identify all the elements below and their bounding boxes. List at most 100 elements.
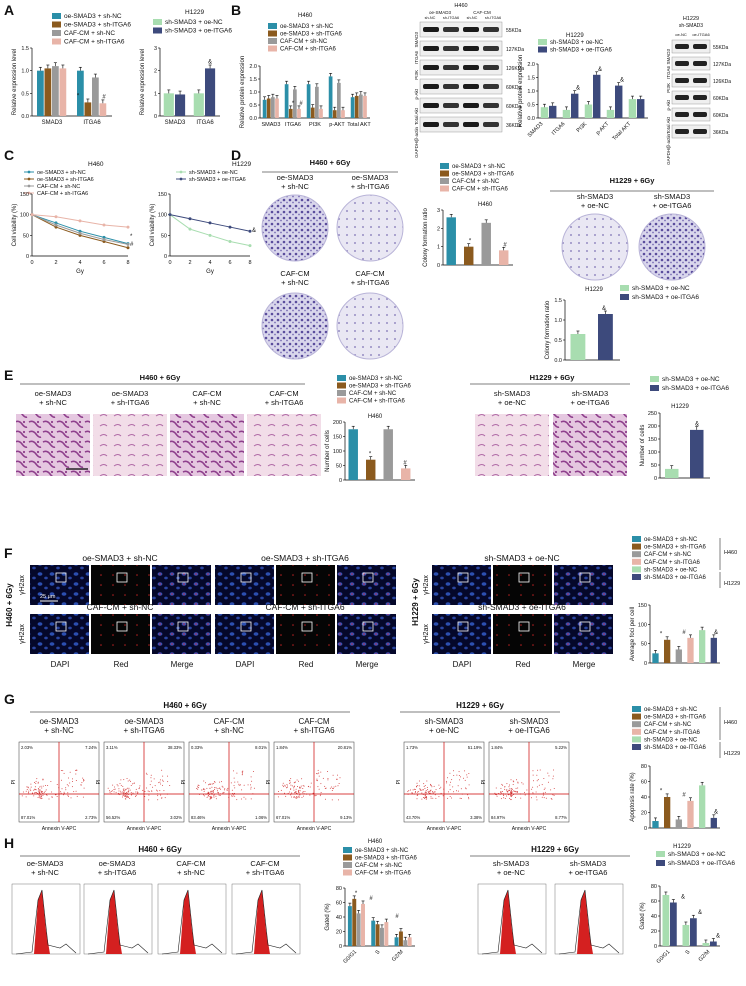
legend-swatch <box>337 390 346 396</box>
flow-event <box>504 788 506 790</box>
bar <box>593 74 601 118</box>
flow-event <box>203 788 205 790</box>
quadrant-value: 56.52% <box>106 815 120 820</box>
legend-swatch <box>632 558 641 565</box>
flow-event <box>316 773 318 775</box>
if-title: sh-SMAD3 + oe-NC <box>484 553 559 563</box>
bar <box>266 98 271 118</box>
quadrant-value: 3.11% <box>106 745 118 750</box>
legend-swatch <box>632 744 641 750</box>
flow-event <box>241 771 243 773</box>
flow-event <box>427 789 429 791</box>
migration-label: + oe-ITGA6 <box>571 398 610 407</box>
flow-event <box>332 787 334 789</box>
flow-event <box>236 772 238 774</box>
legend-label: CAF-CM + sh-NC <box>452 179 500 185</box>
migration-image <box>553 414 627 476</box>
y-tick-label: 1 <box>154 91 157 97</box>
flow-event <box>129 780 131 782</box>
y-axis-label: Colony formation ratio <box>545 300 551 359</box>
significance-mark: * <box>660 789 663 795</box>
x-tick-label: S <box>375 949 382 956</box>
y-tick-label: 1 <box>437 245 440 251</box>
y-axis-label: Number of cells <box>325 430 331 472</box>
flow-event <box>197 784 199 786</box>
zoom-box <box>240 621 252 632</box>
flow-event <box>118 788 120 790</box>
legend-label: sh-SMAD3 + oe-NC <box>644 567 698 573</box>
flow-event <box>296 796 298 798</box>
zoom-box <box>362 572 374 583</box>
flow-event <box>514 791 516 793</box>
legend-label: oe-SMAD3 + sh-NC <box>355 848 409 854</box>
flow-event <box>34 792 36 794</box>
chart-e-h1229: 0 50 100 150 200 250 Number of cells & <box>640 411 710 482</box>
flow-event <box>449 789 451 791</box>
blot-kda: 126KDa <box>506 66 524 72</box>
flow-event <box>217 792 219 794</box>
blot-band <box>443 27 459 32</box>
y-axis-label: Gated (%) <box>640 902 646 929</box>
bar <box>702 943 710 946</box>
y-tick-label: 150 <box>648 437 657 443</box>
flow-event <box>158 782 160 784</box>
bar <box>675 819 682 828</box>
bar <box>670 902 677 946</box>
bar <box>347 906 352 946</box>
flow-label: CAF-CM <box>213 717 244 726</box>
flow-event <box>251 780 253 782</box>
flow-event <box>210 791 212 793</box>
zoom-box <box>177 572 189 583</box>
flow-event <box>40 785 42 787</box>
x-tick-label: 2 <box>188 260 191 266</box>
flow-event <box>209 797 211 799</box>
flow-event <box>157 799 159 801</box>
flow-event <box>238 783 240 785</box>
flow-event <box>424 794 426 796</box>
flow-event <box>277 796 279 798</box>
flow-event <box>216 788 218 790</box>
legend-h-h1229: sh-SMAD3 + oe-NC sh-SMAD3 + oe-ITGA6 <box>656 851 735 867</box>
legend-label: oe-SMAD3 + sh-NC <box>37 170 86 176</box>
bar <box>37 70 44 116</box>
bar <box>44 68 52 116</box>
flow-event <box>315 794 317 796</box>
bar <box>310 107 315 118</box>
flow-event <box>447 777 449 779</box>
flow-event <box>304 790 306 792</box>
blot-band <box>483 27 499 32</box>
blot-row-label: SMAD3 <box>666 49 671 65</box>
blot-band <box>463 122 479 127</box>
bar <box>687 800 694 828</box>
flow-event <box>425 791 427 793</box>
flow-event <box>30 783 32 785</box>
zoom-box <box>579 621 591 632</box>
significance-mark: & <box>698 910 702 916</box>
flow-event <box>504 797 506 799</box>
legend-swatch <box>343 854 352 861</box>
legend-swatch <box>52 30 61 36</box>
flow-event <box>460 788 462 790</box>
flow-event <box>446 782 448 784</box>
colony-label: CAF-CM <box>355 269 384 278</box>
flow-event <box>220 781 222 783</box>
y-tick-label: 100 <box>648 450 657 456</box>
if-image <box>30 614 89 654</box>
blot-kda: 60KDa <box>713 96 729 102</box>
flow-event <box>447 791 449 793</box>
legend-d-h1229: sh-SMAD3 + oe-NC sh-SMAD3 + oe-ITGA6 <box>620 285 699 301</box>
bar <box>297 108 301 118</box>
blot-header: sh-NC <box>425 16 436 20</box>
flow-event <box>213 795 215 797</box>
flow-event <box>302 787 304 789</box>
legend-label: oe-SMAD3 + sh-NC <box>452 164 506 170</box>
row-label: γH2ax <box>423 624 430 644</box>
flow-event <box>117 785 119 787</box>
migration-label: + sh-ITGA6 <box>111 398 150 407</box>
flow-event <box>517 781 519 783</box>
colony-label: sh-SMAD3 <box>577 192 613 201</box>
y-axis-label: Relative protein expression <box>240 56 246 128</box>
flow-event <box>80 784 82 786</box>
bar <box>361 903 365 946</box>
